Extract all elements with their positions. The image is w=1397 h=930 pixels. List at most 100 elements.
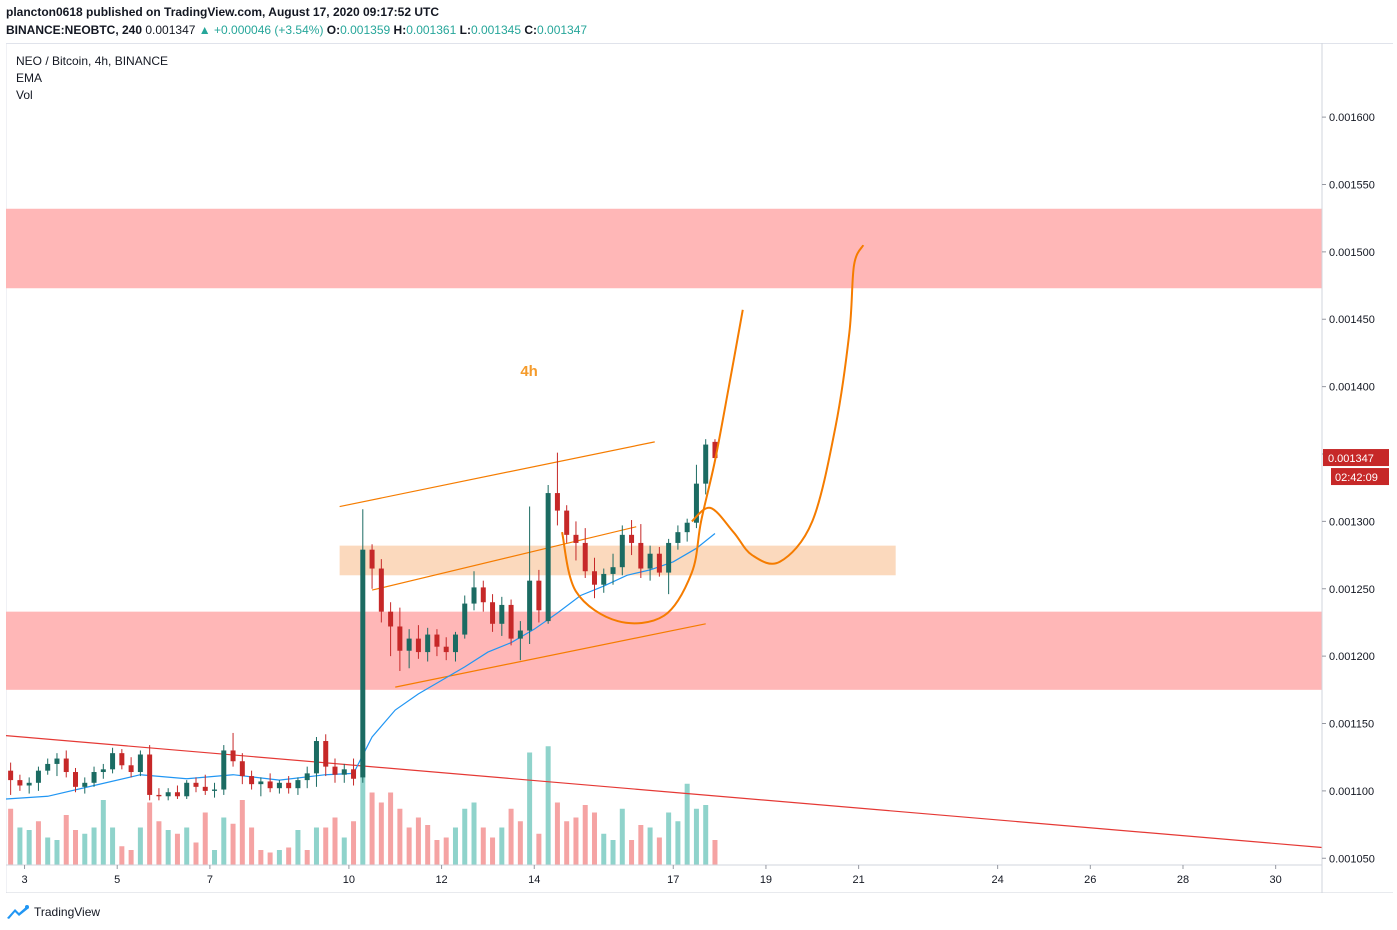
candle-body[interactable] — [638, 542, 644, 569]
candle-body[interactable] — [360, 549, 366, 778]
candle-body[interactable] — [471, 587, 477, 604]
candle-body[interactable] — [267, 781, 273, 789]
candle-body[interactable] — [573, 534, 579, 543]
candle-body[interactable] — [100, 769, 106, 773]
zone-support-orange[interactable] — [339, 545, 896, 576]
candle-body[interactable] — [91, 772, 97, 783]
candle-body[interactable] — [564, 510, 570, 535]
projection-long-curve[interactable] — [691, 244, 865, 565]
volume-bar — [276, 850, 282, 865]
candle-body[interactable] — [258, 781, 264, 785]
candle-body[interactable] — [165, 792, 171, 797]
zone-resistance[interactable] — [6, 208, 1322, 289]
trendline-channel-mid[interactable] — [371, 526, 637, 591]
candle-body[interactable] — [554, 493, 560, 511]
candle-body[interactable] — [378, 568, 384, 612]
candle-body[interactable] — [536, 580, 542, 611]
footer-brand[interactable]: TradingView — [34, 905, 101, 919]
candle-body[interactable] — [619, 534, 625, 568]
candle-body[interactable] — [249, 776, 255, 785]
candle-body[interactable] — [17, 780, 23, 786]
candle-body[interactable] — [54, 758, 60, 764]
candle-body[interactable] — [174, 792, 180, 797]
candle-body[interactable] — [684, 522, 690, 533]
candle-body[interactable] — [110, 753, 116, 770]
candle-body[interactable] — [137, 754, 143, 773]
chart-canvas[interactable]: 4h 0.001050 0.001100 0.001150 0.001200 0.0012… — [6, 43, 1393, 893]
candle-body[interactable] — [480, 587, 486, 603]
zone-support-pink[interactable] — [6, 611, 1322, 690]
candle-body[interactable] — [517, 630, 523, 639]
candle-body[interactable] — [452, 634, 458, 653]
candle-body[interactable] — [629, 534, 635, 543]
candle-body[interactable] — [341, 769, 347, 775]
candle-body[interactable] — [295, 780, 301, 789]
legend-vol[interactable]: Vol — [16, 88, 33, 102]
legend-title[interactable]: NEO / Bitcoin, 4h, BINANCE — [16, 54, 169, 68]
candle-body[interactable] — [666, 542, 672, 573]
candle-body[interactable] — [221, 750, 227, 790]
chart-area[interactable]: 4h 0.001050 0.001100 0.001150 0.001200 0.0012… — [6, 43, 1393, 893]
candle-body[interactable] — [45, 763, 51, 771]
candle-body[interactable] — [388, 611, 394, 627]
candle-body[interactable] — [230, 750, 236, 762]
candle-body[interactable] — [147, 754, 153, 795]
trendline-channel-upper[interactable] — [339, 441, 655, 508]
candle-body[interactable] — [304, 773, 310, 781]
annotation-4h[interactable]: 4h — [520, 363, 538, 380]
volume-bar — [508, 808, 514, 865]
candle-body[interactable] — [591, 571, 597, 585]
candle-body[interactable] — [462, 603, 468, 635]
price-tick-label: 0.001600 — [1329, 112, 1375, 124]
candle-body[interactable] — [202, 786, 208, 791]
candle-body[interactable] — [499, 604, 505, 624]
candle-body[interactable] — [26, 782, 32, 786]
candle-body[interactable] — [647, 553, 653, 569]
author-name[interactable]: plancton0618 published on TradingView.co… — [6, 5, 440, 19]
candle-body[interactable] — [351, 769, 357, 779]
candle-body[interactable] — [406, 638, 412, 651]
candle-body[interactable] — [8, 770, 14, 781]
legend-ema[interactable]: EMA — [16, 71, 43, 85]
candle-body[interactable] — [323, 741, 329, 767]
candle-body[interactable] — [193, 782, 199, 787]
candle-body[interactable] — [332, 766, 338, 775]
candle-body[interactable] — [693, 483, 699, 523]
candle-body[interactable] — [582, 542, 588, 572]
candle-body[interactable] — [527, 580, 533, 631]
candle-body[interactable] — [212, 789, 218, 791]
candle-body[interactable] — [610, 567, 616, 574]
candle-body[interactable] — [184, 782, 190, 797]
candle-body[interactable] — [369, 549, 375, 569]
candle-body[interactable] — [425, 634, 431, 653]
candle-body[interactable] — [397, 626, 403, 651]
candle-body[interactable] — [443, 646, 449, 653]
volume-bar — [45, 837, 51, 865]
candle-body[interactable] — [239, 761, 245, 777]
candle-body[interactable] — [35, 770, 41, 783]
volume-bar — [110, 827, 116, 865]
candle-body[interactable] — [415, 638, 421, 653]
candle-body[interactable] — [434, 634, 440, 647]
candle-body[interactable] — [712, 441, 718, 459]
candle-body[interactable] — [276, 782, 282, 789]
candle-body[interactable] — [156, 794, 162, 797]
candle-body[interactable] — [82, 782, 88, 787]
candle-body[interactable] — [128, 765, 134, 773]
candle-body[interactable] — [601, 573, 607, 585]
candle-body[interactable] — [119, 753, 125, 766]
volume-bar — [406, 827, 412, 865]
candle-body[interactable] — [656, 553, 662, 573]
candle-body[interactable] — [703, 444, 709, 484]
candle-body[interactable] — [286, 782, 292, 789]
candle-body[interactable] — [675, 532, 681, 543]
candle-body[interactable] — [490, 602, 496, 624]
candle-body[interactable] — [545, 493, 551, 622]
candle-body[interactable] — [63, 758, 69, 773]
candle-body[interactable] — [73, 772, 79, 787]
candle-body[interactable] — [508, 604, 514, 639]
candle-body[interactable] — [313, 741, 319, 774]
volume-bar — [462, 808, 468, 865]
projection-short-curve[interactable] — [561, 309, 744, 625]
publish-info: plancton0618 published on TradingView.co… — [6, 3, 1306, 21]
